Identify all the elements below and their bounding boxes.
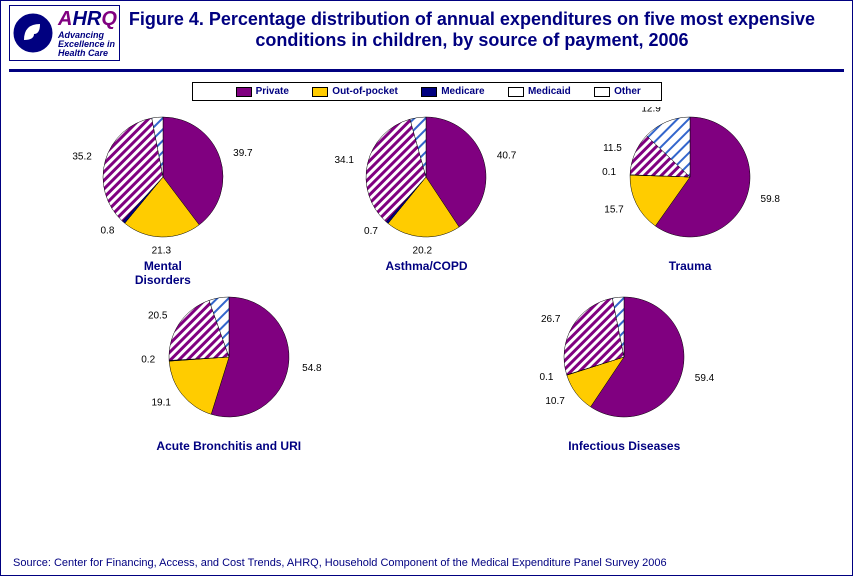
- legend-item-medicaid: Medicaid: [508, 86, 571, 97]
- legend-item-oop: Out-of-pocket: [312, 86, 398, 97]
- pie-value-label: 0.7: [365, 226, 379, 237]
- pie-value-label: 3.0: [149, 107, 163, 109]
- pie-value-label: 0.8: [100, 225, 114, 236]
- pie-value-label: 11.5: [603, 143, 622, 154]
- pie-value-label: 3.1: [610, 287, 624, 289]
- pie-chart: 54.8 19.1 0.2 20.5 5.4 Acute Bronchitis and …: [114, 287, 344, 467]
- pie-value-label: 26.7: [541, 314, 561, 325]
- chart-title: Infectious Diseases: [509, 439, 739, 453]
- pie-svg: 59.4 10.7 0.1 26.7 3.1: [509, 287, 739, 437]
- pie-chart: 39.7 21.3 0.8 35.2 3.0 MentalDisorders: [48, 107, 278, 287]
- legend: Private Out-of-pocket Medicare Medicaid …: [192, 82, 662, 101]
- charts-grid: 39.7 21.3 0.8 35.2 3.0 MentalDisorders 40.7 2…: [31, 107, 822, 467]
- legend-label: Medicaid: [528, 86, 571, 97]
- pie-value-label: 15.7: [604, 205, 624, 216]
- pie-value-label: 0.1: [540, 372, 554, 383]
- pie-value-label: 0.2: [141, 354, 155, 365]
- pie-value-label: 10.7: [546, 396, 566, 407]
- pie-value-label: 19.1: [151, 398, 171, 409]
- pie-value-label: 40.7: [497, 150, 517, 161]
- legend-item-other: Other: [594, 86, 641, 97]
- pie-value-label: 59.8: [761, 194, 781, 205]
- pie-value-label: 34.1: [335, 155, 355, 166]
- chart-title: Acute Bronchitis and URI: [114, 439, 344, 453]
- pie-svg: 40.7 20.2 0.7 34.1 4.3: [311, 107, 541, 257]
- pie-value-label: 21.3: [151, 246, 171, 257]
- legend-label: Other: [614, 86, 641, 97]
- pie-chart: 59.8 15.7 0.1 11.5 12.9 Trauma: [575, 107, 805, 287]
- pie-svg: 54.8 19.1 0.2 20.5 5.4: [114, 287, 344, 437]
- hhs-seal-icon: [12, 12, 54, 54]
- pie-value-label: 12.9: [641, 107, 661, 115]
- pie-value-label: 20.5: [148, 311, 168, 322]
- pie-value-label: 0.1: [602, 167, 616, 178]
- source-text: Source: Center for Financing, Access, an…: [13, 557, 667, 569]
- chart-title: Trauma: [575, 259, 805, 273]
- pie-svg: 59.8 15.7 0.1 11.5 12.9: [575, 107, 805, 257]
- chart-area: Private Out-of-pocket Medicare Medicaid …: [1, 72, 852, 477]
- pie-value-label: 20.2: [413, 246, 433, 257]
- figure-container: AHRQ Advancing Excellence in Health Care…: [0, 0, 853, 576]
- legend-item-private: Private: [236, 86, 289, 97]
- ahrq-logo: AHRQ Advancing Excellence in Health Care: [9, 5, 120, 61]
- chart-title: Asthma/COPD: [311, 259, 541, 273]
- pie-value-label: 54.8: [302, 363, 322, 374]
- figure-title: Figure 4. Percentage distribution of ann…: [120, 5, 844, 51]
- pie-value-label: 35.2: [72, 151, 92, 162]
- legend-label: Private: [256, 86, 289, 97]
- legend-item-medicare: Medicare: [421, 86, 484, 97]
- pie-value-label: 59.4: [695, 373, 715, 384]
- pie-value-label: 39.7: [233, 148, 253, 159]
- pie-value-label: 5.4: [202, 287, 216, 290]
- chart-title: MentalDisorders: [48, 259, 278, 287]
- legend-label: Medicare: [441, 86, 484, 97]
- header: AHRQ Advancing Excellence in Health Care…: [1, 1, 852, 65]
- pie-value-label: 4.3: [403, 107, 417, 109]
- pie-chart: 40.7 20.2 0.7 34.1 4.3 Asthma/COPD: [311, 107, 541, 287]
- pie-chart: 59.4 10.7 0.1 26.7 3.1 Infectious Diseases: [509, 287, 739, 467]
- legend-label: Out-of-pocket: [332, 86, 398, 97]
- pie-svg: 39.7 21.3 0.8 35.2 3.0: [48, 107, 278, 257]
- ahrq-tagline: Advancing Excellence in Health Care: [58, 31, 117, 58]
- ahrq-wordmark: AHRQ: [58, 8, 117, 31]
